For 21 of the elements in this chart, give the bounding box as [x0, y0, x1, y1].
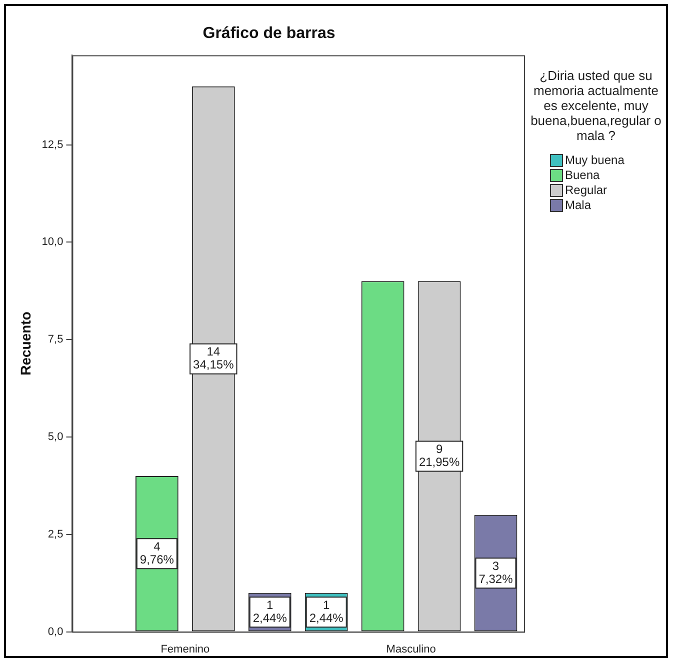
y-tick-label: 7,5 [48, 334, 64, 346]
data-label: 3 7,32% [478, 558, 514, 586]
x-tick-label: Femenino [160, 643, 210, 656]
y-tick-label: 5,0 [48, 431, 64, 444]
legend-label: Muy buena [565, 153, 624, 168]
data-label: 4 9,76% [140, 539, 174, 566]
legend-label: Buena [565, 168, 600, 183]
y-tick-label: 2,5 [48, 528, 64, 540]
legend-label: Mala [565, 198, 592, 213]
data-label: 9 21,95% [418, 442, 460, 470]
y-tick-label: 0,0 [48, 626, 64, 638]
data-label: 1 2,44% [252, 598, 288, 625]
x-tick-label: Masculino [386, 643, 436, 656]
y-tick-label: 12,5 [42, 138, 64, 151]
y-axis-title: Recuento [17, 312, 34, 376]
chart-title: Gráfico de barras [202, 25, 336, 42]
data-label: 14 34,15% [193, 344, 234, 372]
y-tick-label: 10,0 [42, 236, 64, 248]
data-label: 1 2,44% [309, 598, 344, 625]
legend-label: Regular [565, 183, 608, 198]
legend-title: ¿Diria usted que su memoria actualmente es excelente, muy buena,buena,regular o mala ? [530, 68, 662, 143]
